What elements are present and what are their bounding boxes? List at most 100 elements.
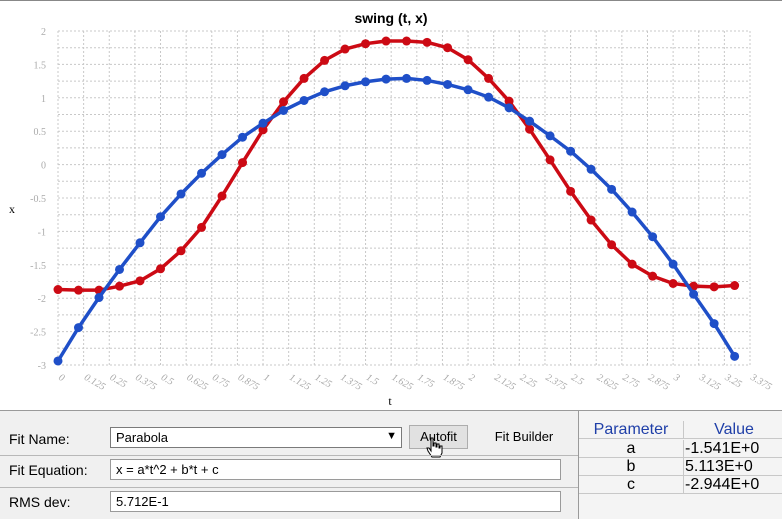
fit-name-select[interactable]: Parabola ▼ [110,427,402,448]
y-tick-label: -1 [38,227,46,238]
data-point[interactable] [74,323,84,333]
data-point[interactable] [443,79,453,89]
x-tick-label: 0.5 [159,372,175,388]
parameter-value: 5.113E+0 [685,458,753,475]
data-point[interactable] [586,215,596,225]
parameter-column-header[interactable]: Parameter [579,421,684,438]
x-tick-label: 3.375 [748,372,774,393]
data-point[interactable] [545,131,555,141]
data-point[interactable] [156,264,166,274]
data-point[interactable] [115,264,125,274]
data-point[interactable] [320,87,330,97]
data-point[interactable] [74,285,84,295]
x-tick-label: 0.375 [133,372,158,393]
x-tick-label: 0.875 [236,372,261,393]
data-point[interactable] [730,281,740,291]
data-point[interactable] [238,132,248,142]
data-point[interactable] [668,279,678,289]
parameter-table-header: Parameter Value [579,421,782,439]
data-point[interactable] [586,164,596,174]
data-point[interactable] [197,222,207,232]
data-point[interactable] [94,293,104,303]
data-point[interactable] [238,158,248,168]
data-point[interactable] [135,238,145,248]
data-point[interactable] [627,207,637,217]
data-point[interactable] [484,73,494,83]
data-point[interactable] [176,246,186,256]
y-tick-label: 0.5 [34,127,47,138]
x-tick-label: 1 [262,372,272,384]
data-point[interactable] [566,186,576,196]
x-tick-label: 2.875 [646,372,671,393]
data-point[interactable] [279,105,289,115]
rms-field[interactable]: 5.712E-1 [110,491,561,512]
fit-builder-button[interactable]: Fit Builder [494,429,554,444]
data-point[interactable] [258,125,268,135]
table-row[interactable]: a -1.541E+0 [579,440,782,458]
data-point[interactable] [525,124,535,134]
data-point[interactable] [607,240,617,250]
data-point[interactable] [340,44,350,54]
x-tick-label: 2.375 [543,372,568,393]
data-point[interactable] [402,73,412,83]
x-tick-label: 0 [57,372,67,384]
data-point[interactable] [566,146,576,156]
data-point[interactable] [340,81,350,91]
data-point[interactable] [279,97,289,107]
data-point[interactable] [709,282,719,292]
data-point[interactable] [53,285,63,295]
data-point[interactable] [217,150,227,160]
data-point[interactable] [217,191,227,201]
fit-name-label: Fit Name: [9,431,70,447]
value-column-header[interactable]: Value [714,421,754,438]
data-point[interactable] [709,319,719,329]
data-point[interactable] [115,281,125,291]
fit-equation-field[interactable]: x = a*t^2 + b*t + c [110,459,561,480]
data-point[interactable] [53,356,63,366]
table-row[interactable]: c -2.944E+0 [579,476,782,494]
data-point[interactable] [627,259,637,269]
swing-plot[interactable]: 0 0.125 0.25 0.375 0.5 0.625 0.75 0.875 1 1.125 1.… [0,1,782,409]
data-point[interactable] [484,92,494,102]
row-divider [0,455,578,456]
data-point[interactable] [197,168,207,178]
data-point[interactable] [299,95,309,105]
data-point[interactable] [525,116,535,126]
parameter-table: Parameter Value a -1.541E+0 b 5.113E+0 c… [578,411,782,519]
data-point[interactable] [668,259,678,269]
data-point[interactable] [176,189,186,199]
x-tick-label: 2.25 [518,372,539,390]
data-point[interactable] [607,184,617,194]
fit-panel: Fit Name: Parabola ▼ Autofit Fit Builder… [0,410,782,519]
y-tick-label: -2 [38,294,46,305]
table-row[interactable]: b 5.113E+0 [579,458,782,476]
data-point[interactable] [422,37,432,47]
data-point[interactable] [504,103,514,113]
parameter-name: c [579,476,684,493]
data-point[interactable] [135,276,145,286]
data-point[interactable] [156,212,166,222]
data-point[interactable] [422,75,432,85]
data-point[interactable] [504,96,514,106]
data-point[interactable] [381,74,391,84]
data-point[interactable] [258,118,268,128]
data-point[interactable] [320,55,330,65]
data-point[interactable] [463,55,473,65]
data-point[interactable] [463,85,473,95]
data-point[interactable] [648,232,658,242]
x-tick-label: 3.125 [696,372,722,393]
data-point[interactable] [689,289,699,299]
data-point[interactable] [648,271,658,281]
data-point[interactable] [361,39,371,49]
data-point[interactable] [299,73,309,83]
data-point[interactable] [545,155,555,165]
data-point[interactable] [361,77,371,87]
chart-panel: 0 0.125 0.25 0.375 0.5 0.625 0.75 0.875 1 1.125 1.… [0,0,782,408]
data-point[interactable] [381,36,391,46]
data-point[interactable] [730,351,740,361]
data-point[interactable] [402,36,412,46]
rms-label: RMS dev: [9,494,71,510]
x-tick-label: 0.625 [185,372,210,393]
x-tick-label: 2.625 [595,372,620,393]
data-point[interactable] [443,43,453,53]
